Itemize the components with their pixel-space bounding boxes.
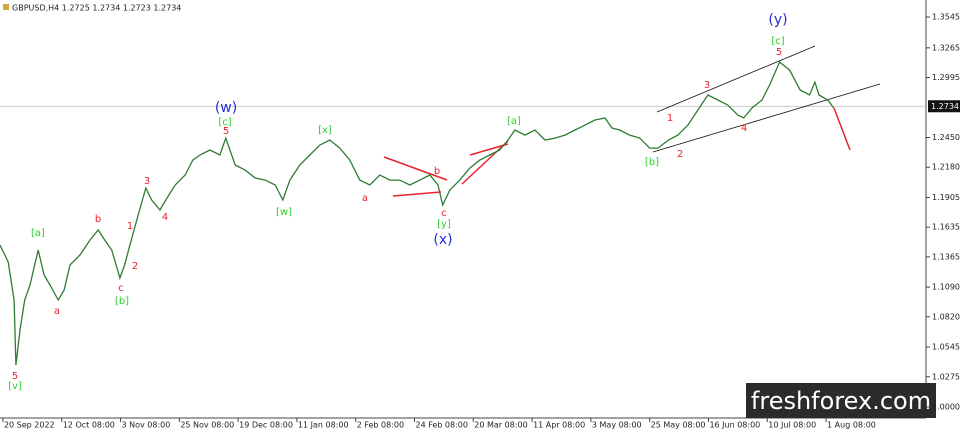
wave-label: c xyxy=(118,283,124,294)
y-tick-label: 1.0820 xyxy=(932,312,960,321)
watermark-box xyxy=(746,383,936,418)
y-tick-label: 1.1905 xyxy=(932,193,960,202)
x-tick-label: 20 Mar 08:00 xyxy=(474,421,527,430)
x-tick-label: 19 Dec 08:00 xyxy=(239,421,293,430)
channel-line xyxy=(656,45,816,113)
channel-line xyxy=(652,83,881,153)
wave-label: [v] xyxy=(8,381,22,392)
wave-label: [b] xyxy=(645,157,659,168)
forecast-line xyxy=(833,107,851,151)
x-tick-label: 2 Feb 08:00 xyxy=(357,421,404,430)
price-line xyxy=(0,60,835,366)
wave-label: b xyxy=(434,166,440,177)
x-tick-label: 12 Oct 08:00 xyxy=(63,421,115,430)
y-tick-label: 1.2180 xyxy=(932,163,960,172)
y-tick-label: 1.3545 xyxy=(932,13,960,22)
y-tick-label: 1.1635 xyxy=(932,223,960,232)
x-tick-label: 3 Nov 08:00 xyxy=(122,421,171,430)
wave-label: [b] xyxy=(115,296,129,307)
wave-label: (w) xyxy=(215,100,237,116)
wave-label: 1 xyxy=(667,113,673,124)
x-tick-label: 24 Feb 08:00 xyxy=(415,421,467,430)
x-tick-label: 10 Jul 08:00 xyxy=(768,421,816,430)
x-tick-label: 25 May 08:00 xyxy=(651,421,706,430)
wave-label: 5 xyxy=(12,371,18,382)
x-tick-label: 3 May 08:00 xyxy=(592,421,642,430)
wave-label: b xyxy=(95,214,101,225)
y-tick-label: 1.0275 xyxy=(932,372,960,381)
wave-label: [w] xyxy=(276,207,292,218)
wave-label: [a] xyxy=(507,116,521,127)
wave-label: 5 xyxy=(223,126,229,137)
y-tick-label: 1.0000 xyxy=(932,403,960,412)
wave-label: 2 xyxy=(677,149,683,160)
wave-label: (x) xyxy=(433,232,452,248)
wave-label: 3 xyxy=(704,80,710,91)
wave-label: a xyxy=(54,306,60,317)
wave-label: 2 xyxy=(132,261,138,272)
x-tick-label: 1 Aug 08:00 xyxy=(827,421,876,430)
x-tick-label: 25 Nov 08:00 xyxy=(180,421,234,430)
triangle-line xyxy=(392,191,442,197)
wave-label: 5 xyxy=(776,47,782,58)
wave-label: a xyxy=(362,193,368,204)
last-price-label: 1.2734 xyxy=(931,102,959,111)
wave-label: 4 xyxy=(741,123,747,134)
wave-label: [c] xyxy=(771,36,784,47)
plot-area xyxy=(0,0,926,418)
wave-label: 1 xyxy=(127,221,133,232)
wave-label: c xyxy=(441,208,447,219)
x-tick-label: 16 Jun 08:00 xyxy=(709,421,760,430)
symbol-icon xyxy=(3,4,9,10)
watermark: freshforex.com xyxy=(751,387,931,415)
wave-label: 3 xyxy=(144,176,150,187)
wave-label: 4 xyxy=(162,212,168,223)
wave-label: [x] xyxy=(318,125,332,136)
last-price-box xyxy=(928,100,960,113)
y-tick-label: 1.1365 xyxy=(932,252,960,261)
wave-label: [c] xyxy=(218,117,231,128)
wedge-line xyxy=(461,140,509,185)
wedge-line xyxy=(469,143,509,156)
x-tick-label: 20 Sep 2022 xyxy=(4,421,55,430)
chart-title: GBPUSD,H4 1.2725 1.2734 1.2723 1.2734 xyxy=(12,4,181,13)
y-tick-label: 1.0545 xyxy=(932,343,960,352)
y-tick-label: 1.2450 xyxy=(932,133,960,142)
y-tick-label: 1.3265 xyxy=(932,43,960,52)
x-tick-label: 11 Jan 08:00 xyxy=(298,421,349,430)
x-tick-label: 11 Apr 08:00 xyxy=(533,421,585,430)
wave-label: [y] xyxy=(437,219,451,230)
wave-label: (y) xyxy=(768,12,787,28)
wave-label: [a] xyxy=(31,228,45,239)
y-tick-label: 1.2995 xyxy=(932,73,960,82)
triangle-line xyxy=(383,156,448,181)
y-tick-label: 1.1090 xyxy=(932,283,960,292)
